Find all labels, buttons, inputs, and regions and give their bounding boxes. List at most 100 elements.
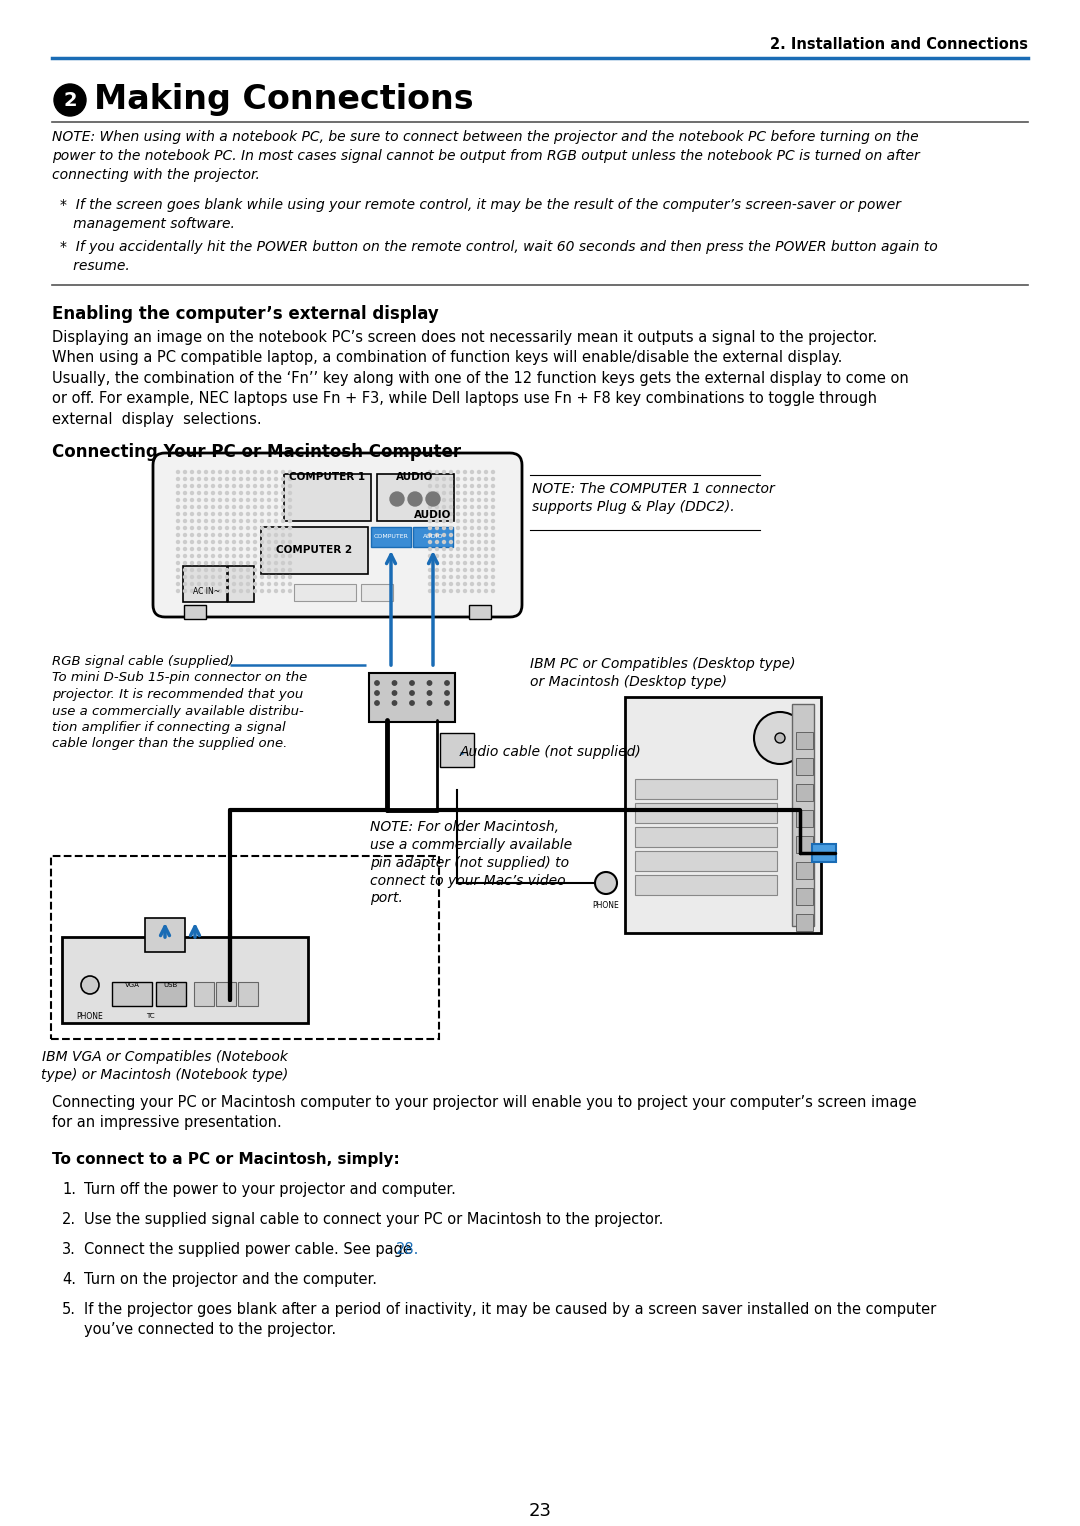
Circle shape	[246, 526, 249, 530]
Circle shape	[184, 562, 187, 565]
Circle shape	[443, 569, 446, 572]
Circle shape	[218, 484, 221, 487]
Circle shape	[491, 526, 495, 530]
Circle shape	[443, 519, 446, 522]
Circle shape	[477, 540, 481, 543]
Circle shape	[246, 499, 249, 502]
Circle shape	[204, 513, 207, 516]
Circle shape	[254, 513, 257, 516]
Circle shape	[435, 470, 438, 473]
Circle shape	[282, 562, 284, 565]
Circle shape	[226, 470, 229, 473]
Circle shape	[274, 484, 278, 487]
Circle shape	[204, 540, 207, 543]
Circle shape	[198, 583, 201, 586]
Circle shape	[429, 583, 432, 586]
Circle shape	[274, 562, 278, 565]
Circle shape	[190, 562, 193, 565]
Text: COMPUTER: COMPUTER	[374, 534, 408, 540]
Text: AUDIO: AUDIO	[415, 510, 451, 520]
Circle shape	[443, 562, 446, 565]
Circle shape	[260, 583, 264, 586]
Circle shape	[240, 470, 243, 473]
Circle shape	[429, 554, 432, 557]
Circle shape	[463, 513, 467, 516]
Circle shape	[240, 575, 243, 578]
Circle shape	[204, 519, 207, 522]
Circle shape	[274, 519, 278, 522]
Circle shape	[226, 554, 229, 557]
Circle shape	[232, 554, 235, 557]
Circle shape	[218, 534, 221, 537]
Circle shape	[485, 526, 487, 530]
Circle shape	[240, 534, 243, 537]
Circle shape	[260, 575, 264, 578]
Circle shape	[435, 513, 438, 516]
Circle shape	[463, 548, 467, 551]
Circle shape	[463, 519, 467, 522]
FancyBboxPatch shape	[792, 703, 814, 926]
Circle shape	[449, 491, 453, 494]
FancyBboxPatch shape	[62, 937, 308, 1022]
Circle shape	[491, 569, 495, 572]
Circle shape	[274, 569, 278, 572]
Circle shape	[463, 562, 467, 565]
Circle shape	[428, 681, 432, 685]
Circle shape	[190, 526, 193, 530]
Circle shape	[232, 484, 235, 487]
Circle shape	[198, 575, 201, 578]
Circle shape	[176, 499, 179, 502]
Circle shape	[260, 534, 264, 537]
Text: AUDIO: AUDIO	[422, 534, 443, 540]
Circle shape	[471, 534, 473, 537]
Circle shape	[198, 478, 201, 481]
Circle shape	[190, 575, 193, 578]
FancyBboxPatch shape	[183, 566, 227, 601]
Circle shape	[268, 554, 270, 557]
Text: NOTE: For older Macintosh,
use a commercially available
pin adapter (not supplie: NOTE: For older Macintosh, use a commerc…	[370, 819, 572, 905]
Text: Connect the supplied power cable. See page: Connect the supplied power cable. See pa…	[84, 1242, 417, 1257]
Circle shape	[274, 589, 278, 592]
Circle shape	[485, 478, 487, 481]
FancyBboxPatch shape	[153, 453, 522, 617]
Circle shape	[212, 491, 215, 494]
Circle shape	[288, 484, 292, 487]
Circle shape	[445, 681, 449, 685]
Text: Making Connections: Making Connections	[94, 84, 474, 116]
Circle shape	[204, 589, 207, 592]
Circle shape	[212, 575, 215, 578]
Circle shape	[204, 548, 207, 551]
Circle shape	[226, 534, 229, 537]
Circle shape	[491, 575, 495, 578]
Circle shape	[429, 569, 432, 572]
Circle shape	[463, 554, 467, 557]
Circle shape	[226, 478, 229, 481]
Circle shape	[282, 548, 284, 551]
Text: COMPUTER 1: COMPUTER 1	[289, 472, 365, 482]
Circle shape	[226, 589, 229, 592]
Circle shape	[449, 526, 453, 530]
Circle shape	[254, 534, 257, 537]
Circle shape	[435, 519, 438, 522]
Circle shape	[435, 526, 438, 530]
Circle shape	[435, 583, 438, 586]
Circle shape	[240, 589, 243, 592]
Circle shape	[176, 583, 179, 586]
FancyBboxPatch shape	[635, 803, 777, 823]
Circle shape	[457, 499, 459, 502]
Circle shape	[226, 562, 229, 565]
Circle shape	[184, 554, 187, 557]
Circle shape	[274, 554, 278, 557]
Circle shape	[491, 499, 495, 502]
Circle shape	[443, 554, 446, 557]
Circle shape	[190, 505, 193, 508]
Circle shape	[190, 484, 193, 487]
Circle shape	[457, 470, 459, 473]
Circle shape	[463, 540, 467, 543]
FancyBboxPatch shape	[469, 604, 491, 620]
Circle shape	[260, 499, 264, 502]
Circle shape	[212, 540, 215, 543]
Circle shape	[218, 548, 221, 551]
Circle shape	[184, 575, 187, 578]
Circle shape	[198, 491, 201, 494]
